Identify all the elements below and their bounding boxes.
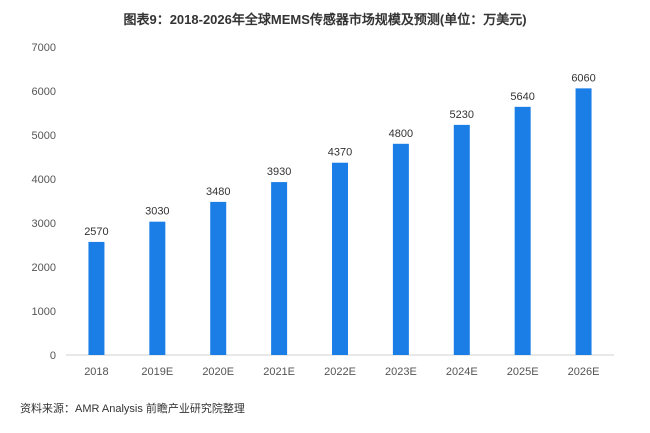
- y-tick-label: 5000: [32, 130, 56, 142]
- y-tick-label: 7000: [32, 42, 56, 54]
- y-tick-label: 2000: [32, 262, 56, 274]
- data-label: 3480: [206, 186, 230, 198]
- data-label: 4370: [328, 147, 352, 159]
- y-tick-label: 6000: [32, 86, 56, 98]
- data-label: 2570: [84, 226, 108, 238]
- bar: [210, 201, 227, 355]
- x-tick-label: 2023E: [385, 366, 417, 378]
- x-tick-label: 2024E: [446, 366, 478, 378]
- source-note: 资料来源：AMR Analysis 前瞻产业研究院整理: [20, 403, 245, 415]
- data-label: 5230: [450, 109, 474, 121]
- y-tick-label: 3000: [32, 218, 56, 230]
- data-label: 3930: [267, 166, 291, 178]
- data-label: 5640: [510, 91, 534, 103]
- data-label: 4800: [389, 128, 413, 140]
- data-label: 6060: [571, 72, 595, 84]
- x-tick-label: 2019E: [141, 366, 173, 378]
- bar: [453, 124, 470, 355]
- bar: [332, 162, 348, 355]
- y-tick-label: 4000: [32, 174, 56, 186]
- bar: [575, 88, 592, 356]
- data-label: 3030: [145, 206, 169, 218]
- x-tick-label: 2026E: [568, 366, 600, 378]
- x-tick-label: 2021E: [263, 366, 295, 378]
- x-tick-label: 2020E: [202, 366, 234, 378]
- bar: [271, 182, 288, 355]
- y-tick-label: 0: [50, 350, 56, 362]
- bar: [149, 221, 166, 355]
- x-tick-label: 2018: [84, 366, 108, 378]
- bar: [88, 241, 105, 355]
- x-tick-label: 2025E: [507, 366, 539, 378]
- bar: [392, 143, 409, 355]
- y-tick-label: 1000: [32, 306, 56, 318]
- bar: [514, 106, 531, 355]
- chart-title: 图表9：2018-2026年全球MEMS传感器市场规模及预测(单位：万美元): [123, 12, 527, 27]
- x-tick-label: 2022E: [324, 366, 356, 378]
